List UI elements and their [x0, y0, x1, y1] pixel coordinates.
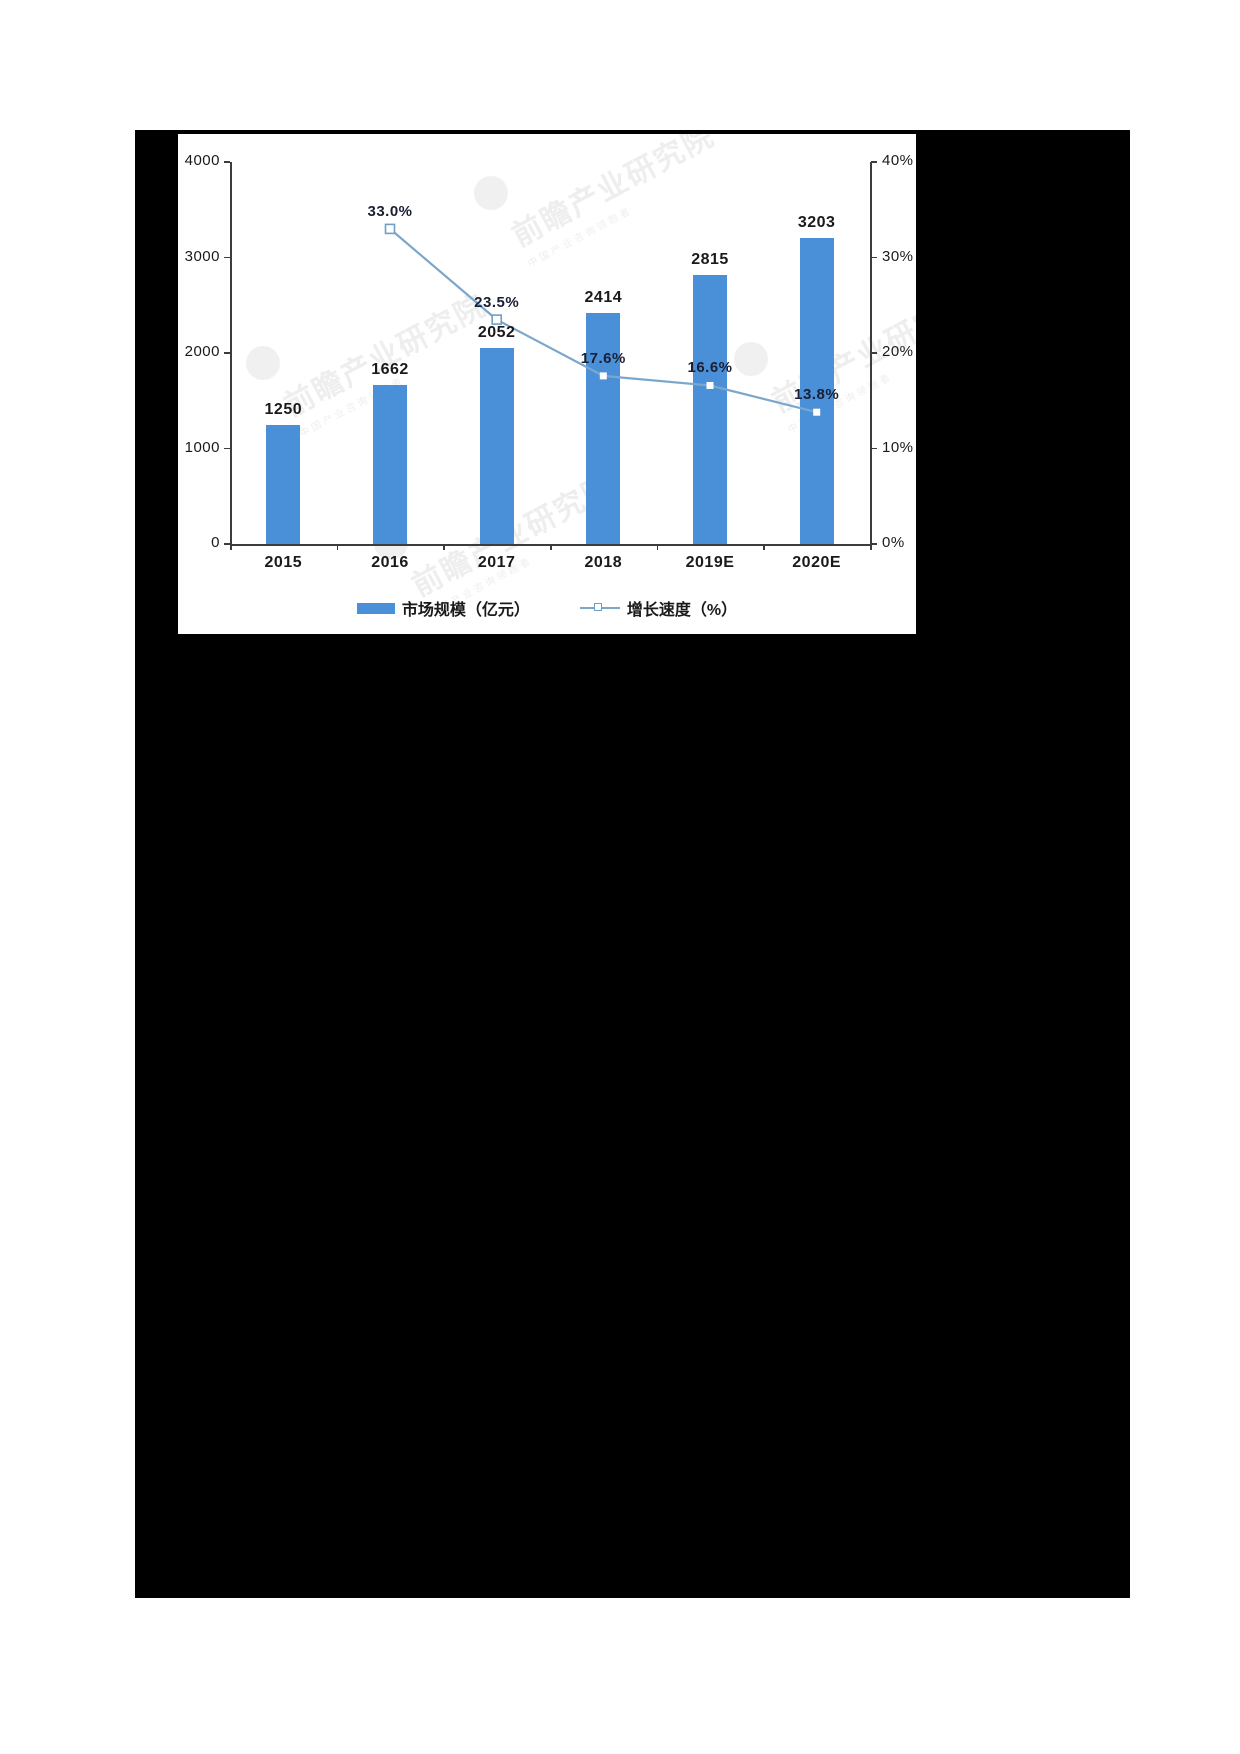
legend-label-market-size: 市场规模（亿元）	[401, 602, 530, 619]
x-axis-tick	[230, 544, 232, 550]
line-value-label: 33.0%	[367, 202, 413, 220]
x-axis-label: 2017	[477, 554, 516, 571]
y-axis-left-tick	[224, 161, 230, 163]
y-axis-right-label: 20%	[882, 343, 914, 360]
line-marker-icon	[579, 602, 620, 614]
y-axis-right-label: 0%	[882, 534, 905, 551]
line-point-marker[interactable]	[491, 314, 503, 325]
bar-value-label: 1250	[264, 400, 303, 418]
line-value-label: 23.5%	[474, 293, 520, 311]
y-axis-left-tick	[224, 352, 230, 354]
bar[interactable]	[586, 313, 621, 544]
x-axis-tick	[336, 544, 339, 550]
x-axis-label: 2020E	[792, 554, 842, 571]
y-axis-right-label: 30%	[882, 247, 914, 265]
bar[interactable]	[266, 424, 301, 544]
bar[interactable]	[373, 385, 407, 544]
x-axis-tick	[550, 544, 552, 550]
y-axis-left-label: 4000	[184, 152, 220, 169]
y-axis-right-tick	[871, 352, 877, 354]
bar-value-label: 2052	[477, 324, 516, 342]
x-axis-tick	[870, 544, 872, 550]
y-axis-left-tick	[224, 447, 230, 450]
line-value-label: 17.6%	[580, 349, 626, 367]
x-axis-label: 2016	[371, 554, 409, 571]
x-axis-label: 2015	[264, 554, 303, 571]
x-axis-label: 2018	[584, 554, 623, 571]
y-axis-left-tick	[224, 543, 230, 545]
y-axis-right-tick	[871, 543, 877, 545]
line-value-label: 13.8%	[794, 386, 840, 404]
y-axis-left-line	[230, 162, 232, 544]
legend-item-market-size[interactable]: 市场规模（亿元）	[356, 596, 530, 620]
x-axis-tick	[656, 544, 659, 550]
line-series	[384, 223, 821, 416]
legend-item-growth-rate[interactable]: 增长速度（%）	[579, 596, 738, 620]
y-axis-right-label: 10%	[882, 438, 914, 456]
legend-label-growth-rate: 增长速度（%）	[626, 602, 738, 619]
y-axis-left-label: 3000	[184, 247, 220, 265]
x-axis-label: 2019E	[685, 554, 735, 571]
y-axis-right-line	[870, 162, 872, 544]
y-axis-left-label: 1000	[184, 438, 220, 456]
x-axis-tick	[443, 544, 445, 550]
bar-value-label: 1662	[371, 361, 409, 379]
chart-legend: 市场规模（亿元） 增长速度（%）	[178, 596, 916, 620]
y-axis-right-tick	[871, 447, 877, 450]
y-axis-left-label: 0	[211, 534, 220, 551]
bar[interactable]	[693, 275, 727, 544]
y-axis-left-tick	[224, 256, 230, 259]
y-axis-left-label: 2000	[184, 343, 220, 360]
plot-area: 0 1000 2000 3000 4000 0% 10% 20% 30% 40% 1250 166…	[185, 152, 913, 571]
bar-swatch-icon	[356, 602, 395, 614]
x-axis-tick	[763, 544, 765, 550]
y-axis-right-tick	[871, 161, 877, 163]
bar-value-label: 3203	[797, 214, 836, 232]
y-axis-right-label: 40%	[882, 152, 914, 169]
line-point-marker[interactable]	[384, 223, 396, 235]
bar-value-label: 2414	[584, 289, 623, 307]
y-axis-right-tick	[871, 256, 877, 259]
line-value-label: 16.6%	[687, 359, 733, 377]
bar[interactable]	[479, 348, 514, 544]
bar-value-label: 2815	[691, 251, 729, 269]
